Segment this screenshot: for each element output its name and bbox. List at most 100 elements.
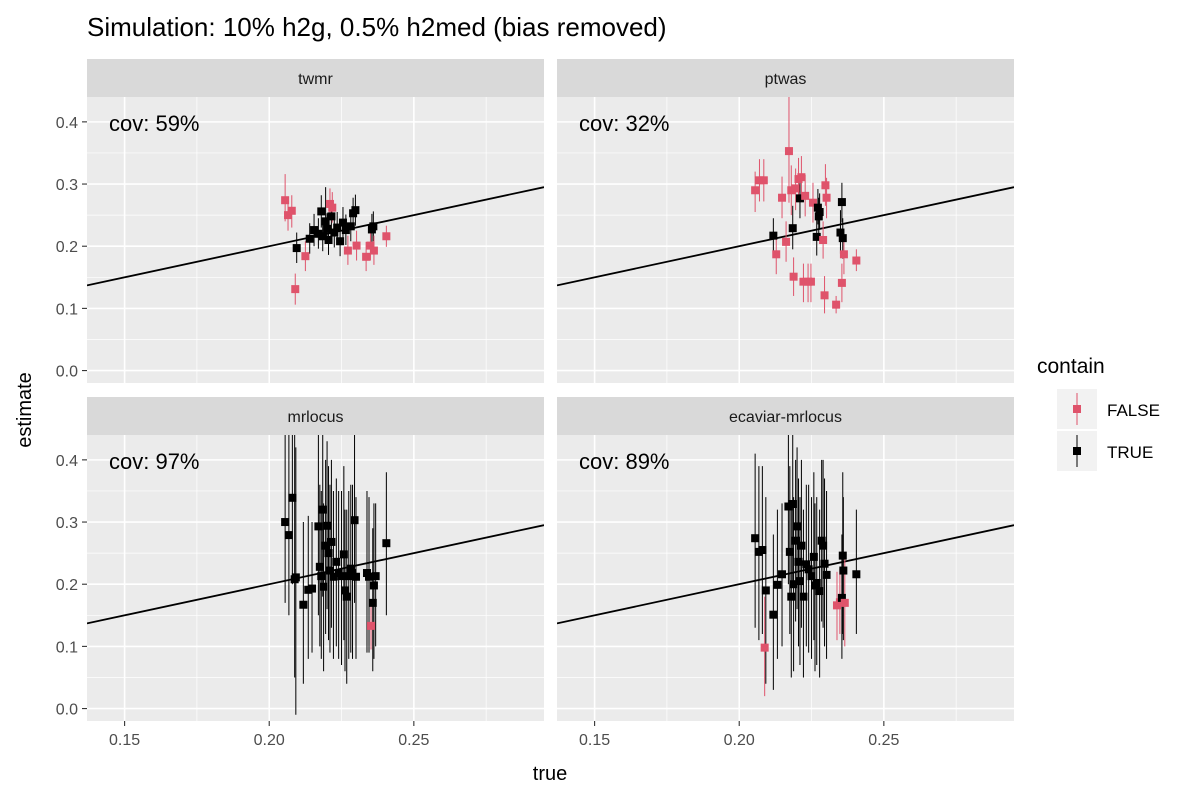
data-point [319,582,328,591]
facet-panel-ecaviar-mrlocus: ecaviar-mrlocus 0.15 0.20 0.25 cov: 89% [557,397,1014,749]
identity-line [87,524,544,625]
data-point [852,570,861,579]
data-point [814,212,823,221]
data-point [788,500,797,509]
data-point [812,232,821,241]
data-point [772,250,781,259]
data-point [797,541,806,550]
data-point [836,228,845,237]
y-tick-label: 0.1 [56,301,78,318]
data-point [365,572,374,581]
data-point [832,300,841,309]
data-point [839,566,848,575]
data-point [346,222,355,231]
data-point [819,236,828,244]
data-point [778,193,787,202]
data-point [337,572,346,581]
facet-strip-label: ecaviar-mrlocus [729,409,842,426]
data-point [820,559,829,568]
legend-entries: FALSE TRUE [1057,389,1160,471]
data-point [314,229,323,238]
data-point [324,236,333,244]
data-point [362,252,371,261]
data-point [382,232,391,241]
data-point [797,173,806,182]
data-point [755,176,764,185]
data-point [288,493,297,502]
facet-strip-label: twmr [298,71,333,88]
data-point [838,551,847,560]
data-point [325,566,334,575]
x-tick-label: 0.15 [109,732,140,749]
x-tick-label: 0.20 [724,732,755,749]
facet-strip-label: ptwas [765,71,807,88]
data-point [324,549,333,558]
data-point [332,557,341,566]
data-point [806,277,815,286]
panel-marks [557,435,1014,697]
data-point [291,573,300,582]
facet-panel-twmr: twmr 0.0 0.1 0.2 0.3 0.4 cov: 59% [56,59,544,383]
data-point [837,278,846,287]
data-point [835,598,844,607]
data-point [321,541,330,550]
data-point [281,196,290,205]
data-point [785,547,794,556]
data-point [330,228,339,237]
data-point [369,581,378,590]
data-point [795,577,804,586]
data-point [815,208,824,217]
data-point [371,572,380,581]
legend-entry-true: TRUE [1057,431,1153,471]
data-point [351,572,360,581]
data-point [751,186,760,195]
data-point [751,534,760,543]
facet-strip [557,59,1014,97]
data-point [318,232,327,241]
data-point [801,191,810,200]
data-point [327,212,336,221]
facet-strip [87,397,544,435]
panel-marks [557,97,1014,314]
data-point [822,570,831,579]
data-point [760,643,769,652]
panel-marks [87,435,544,715]
data-point [301,252,310,261]
x-tick-label: 0.20 [254,732,285,749]
coverage-label: cov: 32% [579,111,670,136]
data-point [791,536,800,545]
coverage-label: cov: 89% [579,449,670,474]
data-point [346,564,355,573]
data-point [840,598,849,607]
data-point [809,552,818,561]
y-tick-label: 0.2 [56,577,78,594]
data-point [837,198,846,207]
legend-key-point [1073,447,1081,455]
data-point [799,592,808,601]
data-point [759,176,768,185]
data-point [782,237,791,246]
data-point [343,246,352,255]
data-point [813,203,822,212]
data-point [822,193,831,202]
data-point [350,516,359,525]
data-point [287,206,296,215]
data-point [795,194,804,203]
x-axis-title: true [533,763,567,785]
facet-panel-ptwas: ptwas cov: 32% [557,59,1014,383]
data-point [329,572,338,581]
legend-entry-false: FALSE [1057,389,1160,429]
data-point [820,291,829,300]
data-point [323,521,332,530]
data-point [838,234,847,243]
data-point [787,186,796,195]
data-point [773,580,782,589]
data-point [341,226,350,235]
data-point [341,586,350,595]
data-point [369,246,378,255]
data-point [778,570,787,579]
data-point [852,256,861,265]
data-point [784,502,793,511]
